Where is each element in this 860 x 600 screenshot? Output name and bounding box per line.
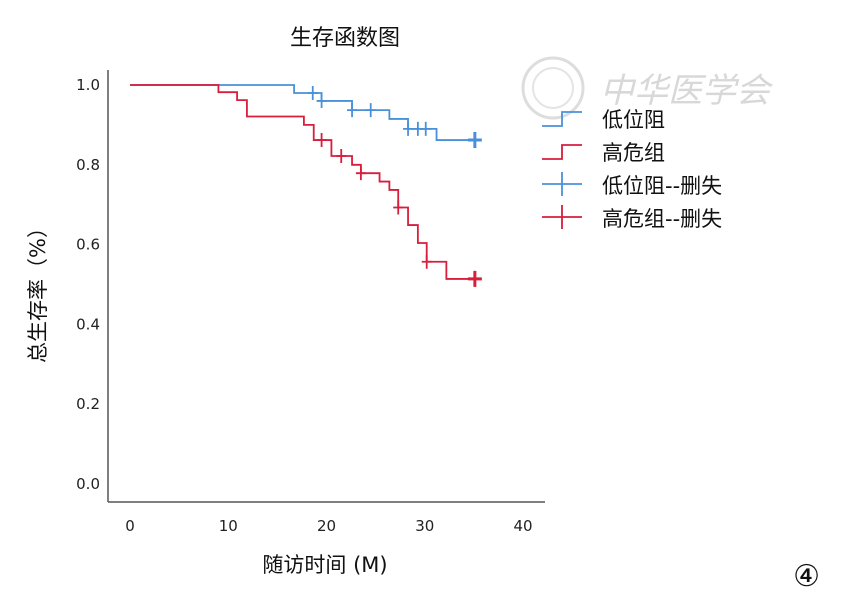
censor-mark xyxy=(307,85,318,100)
y-axis-label: 总生存率（%） xyxy=(26,217,50,363)
x-tick-label: 30 xyxy=(415,517,434,535)
censor-mark xyxy=(403,121,414,136)
survival-curve-high-risk xyxy=(130,84,475,280)
censor-mark xyxy=(336,149,347,164)
survival-curve-low xyxy=(130,84,475,141)
legend-censor-label: 高危组--删失 xyxy=(602,207,722,231)
legend-censor-swatch xyxy=(542,172,582,196)
x-tick-label: 0 xyxy=(125,517,135,535)
panel-label: ④ xyxy=(793,559,820,594)
x-tick-label: 40 xyxy=(513,517,532,535)
legend-label: 高危组 xyxy=(602,141,665,165)
legend-censor-swatch xyxy=(542,205,582,229)
censor-mark xyxy=(316,93,327,108)
censor-mark xyxy=(467,132,482,149)
censor-mark xyxy=(467,270,482,287)
y-tick-label: 0.0 xyxy=(76,475,100,493)
legend-line-swatch xyxy=(542,144,582,160)
x-axis-label: 随访时间 (M) xyxy=(262,553,387,577)
censor-mark xyxy=(421,254,432,269)
x-tick-label: 10 xyxy=(219,517,238,535)
watermark-text: 中华医学会 xyxy=(600,71,774,111)
chart-title: 生存函数图 xyxy=(290,26,400,51)
censor-mark xyxy=(347,103,358,118)
censor-mark xyxy=(365,103,376,118)
y-tick-label: 0.8 xyxy=(76,156,100,174)
censor-mark xyxy=(355,166,366,181)
y-tick-label: 0.2 xyxy=(76,395,100,413)
censor-mark xyxy=(393,200,404,215)
watermark: 中华医学会 xyxy=(521,56,774,120)
legend-censor-label: 低位阻--删失 xyxy=(602,174,722,198)
y-tick-label: 0.6 xyxy=(76,236,100,254)
y-tick-label: 0.4 xyxy=(76,315,100,333)
censor-mark xyxy=(316,133,327,148)
legend-line-swatch xyxy=(542,111,582,127)
legend-label: 低位阻 xyxy=(602,108,665,132)
x-tick-label: 20 xyxy=(317,517,336,535)
y-tick-label: 1.0 xyxy=(76,76,100,94)
censor-mark xyxy=(420,121,431,136)
